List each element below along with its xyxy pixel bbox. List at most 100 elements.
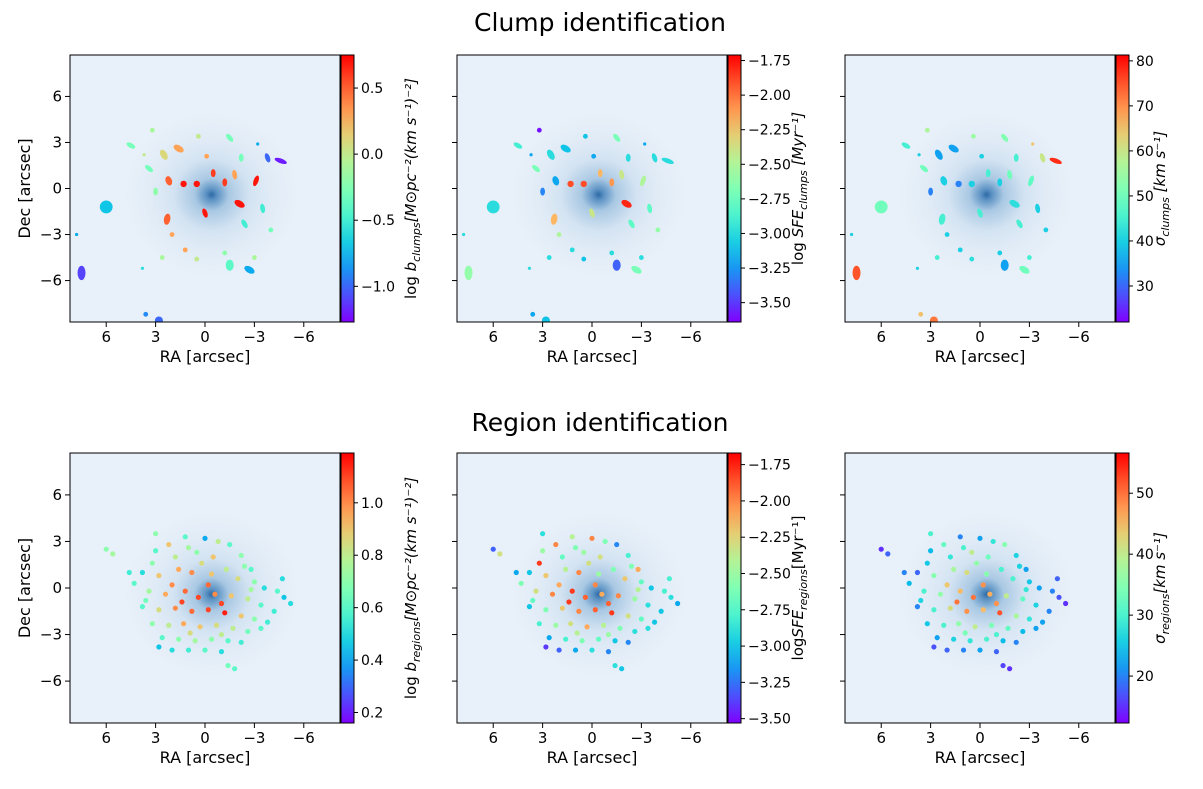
region-point [549, 591, 556, 597]
clump-ellipse [944, 232, 950, 237]
clump-ellipse [546, 255, 552, 260]
region-point [556, 647, 562, 653]
region-point [666, 576, 672, 582]
colorbar-label: σclumps [km s⁻¹] [1151, 131, 1172, 246]
x-tick-label: −6 [1068, 729, 1090, 747]
region-point [970, 594, 977, 600]
region-point [941, 622, 947, 628]
clump-ellipse [238, 153, 244, 162]
region-point [553, 541, 559, 548]
clump-ellipse [486, 200, 500, 214]
clump-ellipse [180, 180, 187, 188]
region-point [264, 619, 271, 625]
region-point [245, 628, 251, 635]
y-tick-label: −3 [40, 626, 62, 644]
region-point [169, 647, 175, 653]
region-point [536, 560, 542, 566]
region-point [526, 604, 533, 610]
region-point [572, 545, 579, 551]
clump-ellipse [625, 153, 631, 162]
clump-ellipse [260, 203, 266, 214]
galaxy-image [116, 104, 307, 285]
y-axis-label: Dec [arcsec] [15, 538, 34, 638]
region-point [622, 576, 628, 582]
region-point [954, 599, 960, 605]
region-point [944, 582, 950, 588]
region-point [576, 569, 582, 576]
clump-ellipse [222, 250, 228, 256]
y-tick-label: −6 [40, 272, 62, 290]
clump-ellipse [241, 219, 248, 229]
galaxy-image [503, 104, 694, 285]
colorbar [1115, 452, 1130, 724]
region-point [1013, 552, 1019, 559]
region-point [595, 636, 602, 642]
clump-ellipse [631, 265, 642, 274]
clump-ellipse [619, 169, 625, 180]
clump-ellipse [540, 187, 546, 196]
clump-ellipse [1016, 219, 1023, 229]
x-tick-label: −6 [293, 328, 315, 346]
panel-bottom-2: 6 3 0 −3 −6 RA [arcsec] −1.75 −2.00 −2.25 −2.50 −2… [452, 452, 810, 767]
clump-ellipse [1035, 203, 1041, 214]
colorbar-tick-label: 40 [1136, 547, 1154, 563]
clump-ellipse [274, 157, 287, 165]
region-point [960, 545, 967, 551]
x-tick-label: 6 [876, 729, 886, 747]
region-point [928, 548, 934, 554]
y-tick-label: 3 [52, 532, 62, 550]
region-point [205, 582, 211, 588]
galaxy-image [891, 104, 1082, 285]
clump-ellipse [1039, 153, 1046, 163]
x-tick-label: 6 [488, 328, 498, 346]
colorbar-tick-label: 50 [1136, 486, 1154, 502]
y-tick-label: 6 [52, 87, 62, 105]
region-point [1056, 594, 1062, 600]
clump-ellipse [997, 178, 1003, 187]
y-tick-label: 6 [52, 486, 62, 504]
galaxy-image [116, 504, 307, 685]
clump-ellipse [182, 247, 188, 253]
region-point [1039, 619, 1046, 625]
region-point [574, 630, 580, 636]
region-point [235, 576, 241, 582]
region-point [172, 605, 178, 611]
clump-ellipse [1013, 153, 1019, 162]
region-point [581, 549, 587, 555]
region-point [166, 541, 172, 548]
region-point [592, 607, 598, 613]
colorbar-label: log bclumps[M⊙pc⁻²(km s⁻¹)⁻²] [402, 78, 423, 299]
region-point [955, 621, 962, 627]
x-tick-label: 0 [975, 328, 985, 346]
colorbar-tick-label: −3.25 [748, 261, 791, 277]
x-tick-label: 6 [101, 729, 111, 747]
region-point [1000, 662, 1006, 669]
clump-ellipse [655, 227, 661, 233]
clump-ellipse [546, 149, 555, 160]
clump-ellipse [583, 133, 588, 139]
colorbar-tick-label: −3.50 [748, 712, 791, 728]
colorbar-label: σregions[km s⁻¹] [1151, 532, 1172, 644]
region-point [964, 569, 970, 576]
region-point [223, 566, 230, 572]
x-tick-label: 0 [587, 328, 597, 346]
region-point [635, 586, 641, 593]
clump-ellipse [613, 133, 621, 142]
region-point [1023, 586, 1029, 593]
clump-ellipse [268, 227, 274, 233]
region-point [990, 538, 996, 545]
colorbar-tick-label: −2.00 [748, 88, 791, 104]
region-point [526, 569, 533, 576]
clump-ellipse [210, 169, 216, 178]
region-point [159, 635, 165, 641]
clump-ellipse [971, 133, 976, 139]
x-tick-label: 3 [538, 729, 548, 747]
region-point [582, 594, 589, 600]
clump-ellipse [609, 250, 615, 256]
x-tick-label: −3 [1018, 328, 1040, 346]
clump-ellipse [920, 164, 929, 173]
region-point [189, 569, 195, 576]
region-point [540, 548, 546, 554]
clump-ellipse [997, 250, 1003, 256]
region-point [584, 624, 590, 630]
